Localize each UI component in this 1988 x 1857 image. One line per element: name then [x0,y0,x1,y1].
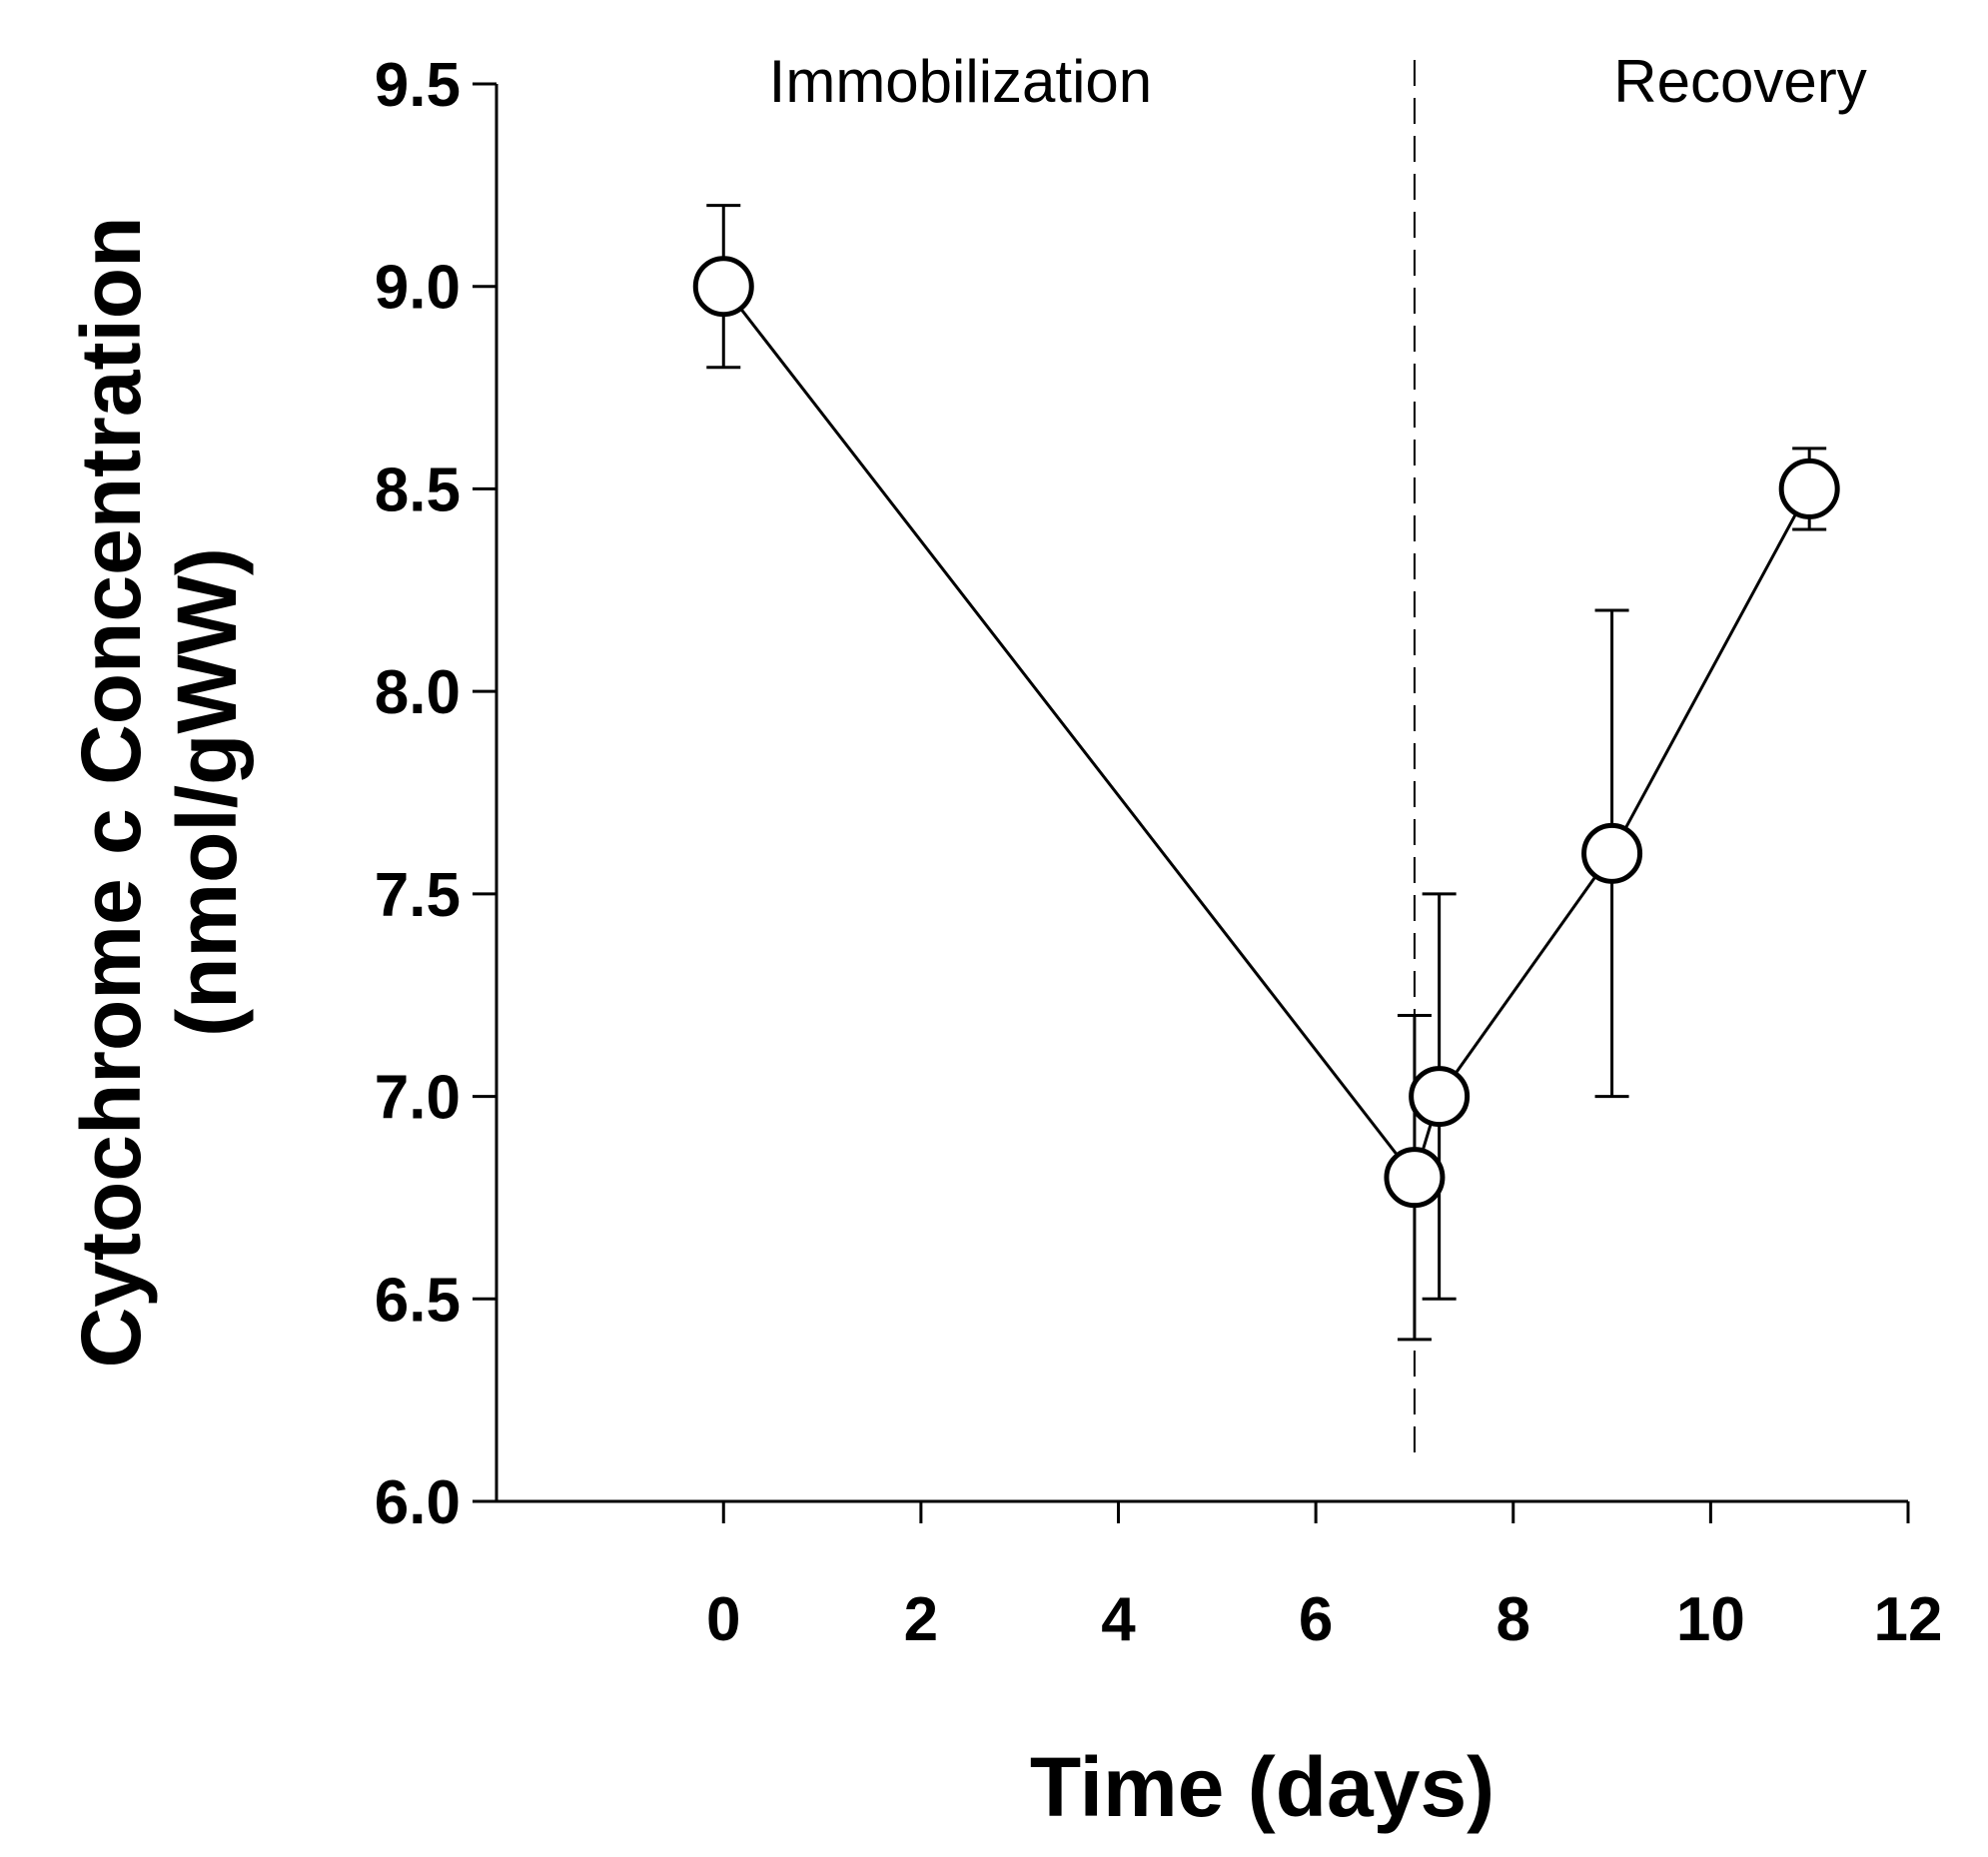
x-tick-label: 0 [706,1585,740,1654]
phase-label: Immobilization [769,48,1152,115]
y-tick-label: 8.0 [375,658,461,727]
y-axis-title-line1: Cytochrome c Concentration [64,217,158,1369]
data-point [1581,822,1643,884]
series-line [722,285,1811,1181]
y-tick-label: 6.5 [375,1266,461,1335]
data-point [1384,1147,1446,1209]
x-axis-title: Time (days) [1030,1740,1494,1834]
x-tick-label: 8 [1496,1585,1530,1654]
data-point [1409,1066,1471,1128]
y-tick-label: 9.5 [375,51,461,120]
data-point [692,256,754,318]
x-tick-label: 4 [1101,1585,1136,1654]
y-tick-label: 8.5 [375,456,461,524]
y-tick-label: 7.0 [375,1064,461,1133]
y-tick-label: 9.0 [375,254,461,323]
phase-divider-layer: Immobilization Recovery [769,48,1867,1458]
y-tick-label: 6.0 [375,1468,461,1537]
y-axis-title-line2: (nmol/gWW) [160,547,254,1037]
y-tick-label: 7.5 [375,861,461,930]
series-layer [692,204,1840,1342]
phase-label: Recovery [1613,48,1866,115]
x-tick-label: 2 [904,1585,938,1654]
x-tick-label: 10 [1676,1585,1745,1654]
labels-layer: Time (days) Cytochrome c Concentration (… [64,217,1494,1834]
data-point [1778,458,1840,519]
x-tick-label: 12 [1874,1585,1943,1654]
x-tick-label: 6 [1299,1585,1333,1654]
axes: 6.0 6.5 7.0 7.5 8.0 8.5 9.0 9.5 0 2 4 6 8 10 12 [375,51,1943,1654]
